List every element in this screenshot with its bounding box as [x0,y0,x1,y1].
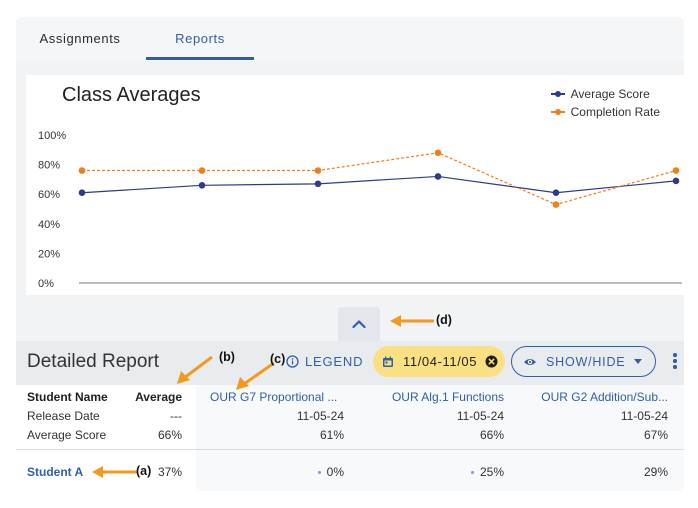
data-point-completion-rate [672,167,680,174]
chart-title: Class Averages [62,84,201,106]
student-score-assignment-1[interactable]: 0% [210,463,344,481]
tab-bar: Assignments Reports [16,17,684,61]
legend-marker-completion-rate [550,107,565,117]
header-assignment-2[interactable]: OUR Alg.1 Functions [391,390,504,404]
student-score-assignment-2[interactable]: 25% [356,463,504,481]
release-date-label: Release Date [27,409,100,423]
calendar-icon [383,356,393,367]
tab-reports[interactable]: Reports [146,17,254,61]
legend-entry-average-score: Average Score [550,85,660,103]
annotation-arrow-c [236,361,275,390]
status-dot-icon [470,471,474,475]
annotation-arrow-d [390,315,434,327]
assignment-columns-bg [196,385,684,491]
header-student-name[interactable]: Student Name [27,390,108,404]
average-score-label: Average Score [27,428,107,442]
annotation-arrow-a [92,466,137,478]
chevron-up-icon [352,320,366,329]
more-options-icon[interactable] [670,353,680,373]
y-tick-label: 60% [38,189,60,201]
y-tick-label: 40% [38,219,60,231]
series-line-completion-rate [82,152,677,206]
series-line-average-score [81,175,677,194]
header-average[interactable]: Average [135,390,182,404]
date-range-chip[interactable]: 11/04-11/05 [373,346,505,377]
average-score-assignment-2: 66% [479,428,504,442]
annotation-label-a: (a) [136,464,152,478]
release-date-assignment-1: 11-05-24 [296,409,344,423]
data-point-completion-rate [198,167,206,174]
tab-assignments[interactable]: Assignments [39,31,121,46]
release-date-average: --- [170,409,182,423]
reports-app: Assignments Reports 100% 80% 60% 40% 20% 0% C… [16,17,684,491]
info-icon [286,355,299,368]
clear-date-icon[interactable] [485,355,498,368]
report-title: Detailed Report [27,351,160,372]
data-point-average-score [434,173,442,180]
data-point-average-score [552,189,560,197]
student-score-assignment-3[interactable]: 29% [643,465,668,479]
data-point-completion-rate [552,201,560,208]
annotation-label-b: (b) [219,350,235,364]
chart-plot-area: 100% 80% 60% 40% 20% 0% [38,130,682,290]
student-score-1-value: 0% [326,465,344,479]
legend-marker-average-score [550,89,565,99]
data-point-average-score [78,189,86,197]
release-date-assignment-3: 11-05-24 [620,409,668,423]
data-point-average-score [198,182,206,189]
average-score-overall: 66% [157,428,182,442]
chart-legend: Average Score Completion Rate [550,85,660,121]
data-point-completion-rate [434,149,442,157]
header-assignment-3[interactable]: OUR G2 Addition/Sub... [541,390,668,404]
data-point-completion-rate [78,167,86,174]
data-point-completion-rate [314,167,322,174]
date-range-label: 11/04-11/05 [403,354,478,369]
legend-button[interactable]: LEGEND [286,354,363,369]
legend-label-average-score: Average Score [570,87,650,101]
annotation-label-d: (d) [436,313,452,327]
annotation-arrow-b [177,355,213,384]
collapse-chart-button[interactable] [338,307,380,341]
report-table: Student Name Average OUR G7 Proportional… [16,385,684,491]
legend-button-label: LEGEND [305,354,364,369]
report-header: Detailed Report LEGEND 11/04-11/05 SHOW/… [16,341,684,385]
y-tick-label: 0% [38,278,54,290]
annotation-label-c: (c) [270,352,286,366]
y-tick-label: 80% [38,160,60,172]
status-dot-icon [317,471,321,475]
caret-down-icon [634,359,643,364]
data-point-average-score [672,177,680,185]
legend-label-completion-rate: Completion Rate [570,105,660,119]
class-averages-chart: 100% 80% 60% 40% 20% 0% Class Averages Averag… [26,75,684,295]
y-tick-label: 100% [38,130,66,142]
show-hide-button[interactable]: SHOW/HIDE [511,346,656,377]
average-score-assignment-1: 61% [319,428,344,442]
show-hide-label: SHOW/HIDE [546,354,626,369]
release-date-assignment-2: 11-05-24 [456,409,504,423]
table-divider [16,449,684,450]
eye-icon [524,358,536,365]
legend-entry-completion-rate: Completion Rate [550,103,660,121]
average-score-assignment-3: 67% [643,428,668,442]
y-tick-label: 20% [38,248,60,260]
data-point-average-score [314,180,322,188]
student-score-2-value: 25% [479,465,504,479]
